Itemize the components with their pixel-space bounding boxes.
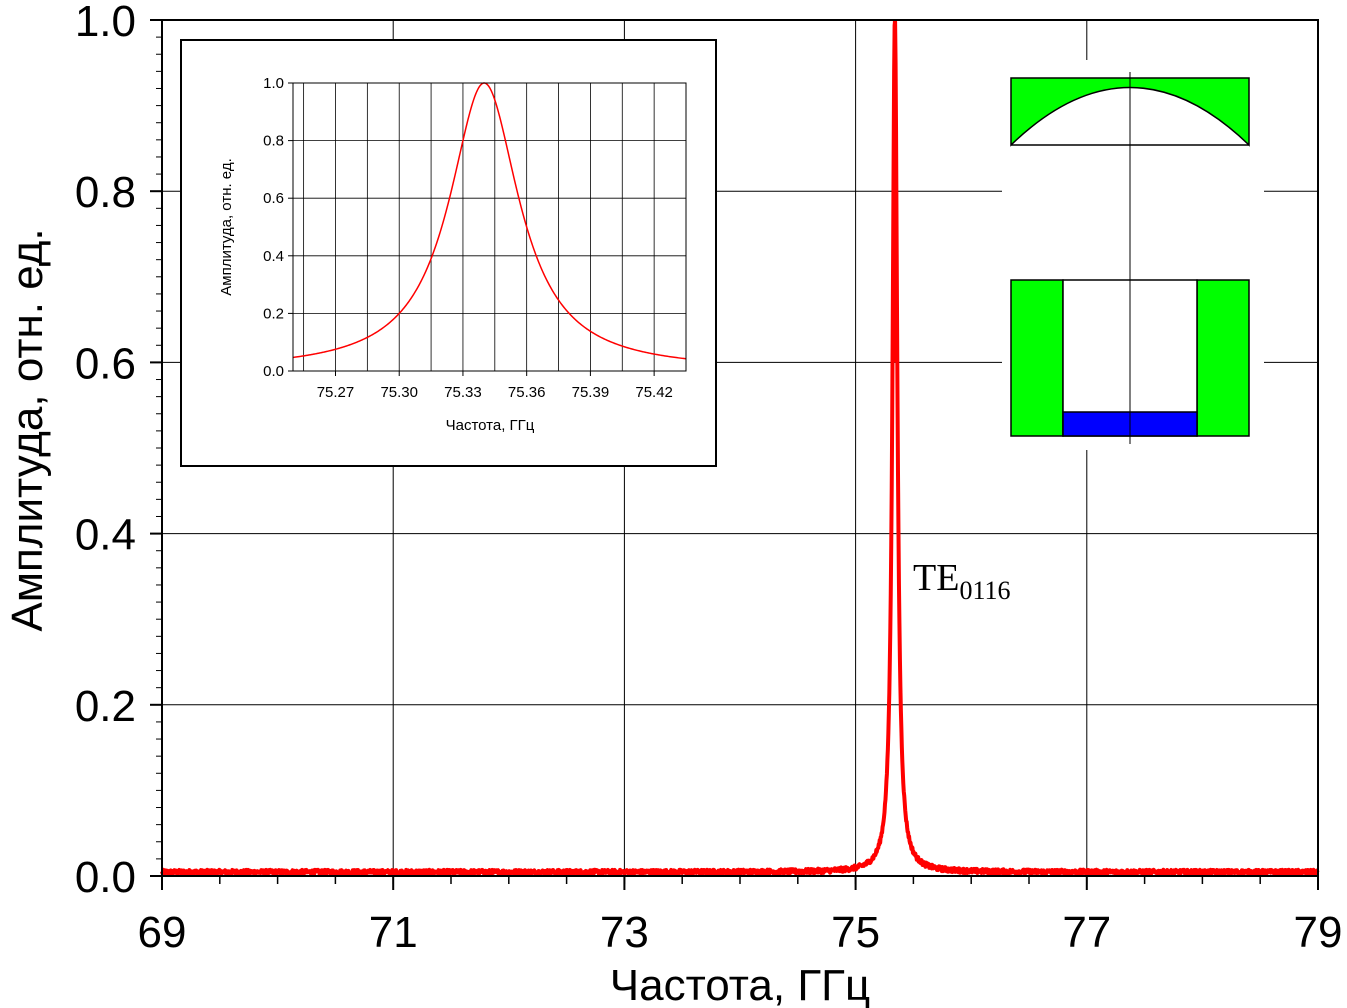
inset-y-tick-label: 0.8 [263, 133, 284, 150]
spherical-mirror-body [1010, 77, 1250, 147]
inset-x-tick-label: 75.39 [572, 384, 610, 401]
inset-x-tick-label: 75.30 [380, 384, 418, 401]
main-x-tick-label: 79 [1294, 908, 1343, 957]
inset-plot-frame [292, 82, 687, 372]
resonator-schematic [1002, 60, 1264, 450]
mode-annotation-base: TE [913, 557, 959, 599]
main-x-tick-label: 75 [831, 908, 880, 957]
main-series-line [160, 19, 1320, 877]
main-x-axis-label: Частота, ГГц [610, 961, 870, 1008]
inset-y-tick-label: 0.2 [263, 305, 284, 322]
inset-tick-labels: 0.0 0.2 0.4 0.6 0.8 1.0 75.27 75.30 75.33 75.36 75… [263, 75, 673, 401]
main-y-tick-label: 0.2 [75, 682, 136, 731]
main-tick-labels: 69 71 73 75 77 79 0.0 0.2 0.4 0.6 0.8 1.0 [75, 0, 1343, 957]
inset-y-tick-label: 0.4 [263, 248, 284, 265]
inset-x-tick-label: 75.36 [508, 384, 546, 401]
inset-y-tick-label: 0.6 [263, 190, 284, 207]
main-x-tick-label: 71 [369, 908, 418, 957]
inset-box [180, 39, 717, 467]
cavity-right-wall [1196, 279, 1250, 437]
inset-x-tick-label: 75.42 [635, 384, 673, 401]
main-y-tick-label: 1.0 [75, 0, 136, 46]
inset-y-tick-label: 1.0 [263, 75, 284, 92]
main-ticks [150, 19, 1319, 890]
mode-annotation: TE0116 [913, 557, 1010, 605]
cavity-left-wall [1010, 279, 1064, 437]
inset-x-tick-label: 75.33 [444, 384, 482, 401]
inset-y-axis-label: Амплитуда, отн. ед. [218, 158, 235, 295]
main-x-tick-label: 77 [1062, 908, 1111, 957]
main-y-axis-label: Амплитуда, отн. ед. [3, 228, 52, 631]
inset-x-tick-label: 75.27 [317, 384, 355, 401]
inset-chart: 0.0 0.2 0.4 0.6 0.8 1.0 75.27 75.30 75.33 75.36 75… [180, 39, 717, 467]
main-y-tick-label: 0.4 [75, 511, 136, 560]
main-y-tick-label: 0.0 [75, 853, 136, 902]
main-plot-frame [161, 19, 1319, 877]
inset-series-line [292, 82, 687, 360]
inset-x-axis-label: Частота, ГГц [446, 417, 535, 434]
inset-series [292, 82, 687, 360]
main-x-tick-label: 69 [138, 908, 187, 957]
main-y-tick-label: 0.6 [75, 339, 136, 388]
mode-annotation-subscript: 0116 [959, 576, 1010, 605]
main-y-tick-label: 0.8 [75, 168, 136, 217]
inset-y-tick-label: 0.0 [263, 363, 284, 380]
main-series [160, 19, 1320, 877]
main-x-tick-label: 73 [600, 908, 649, 957]
